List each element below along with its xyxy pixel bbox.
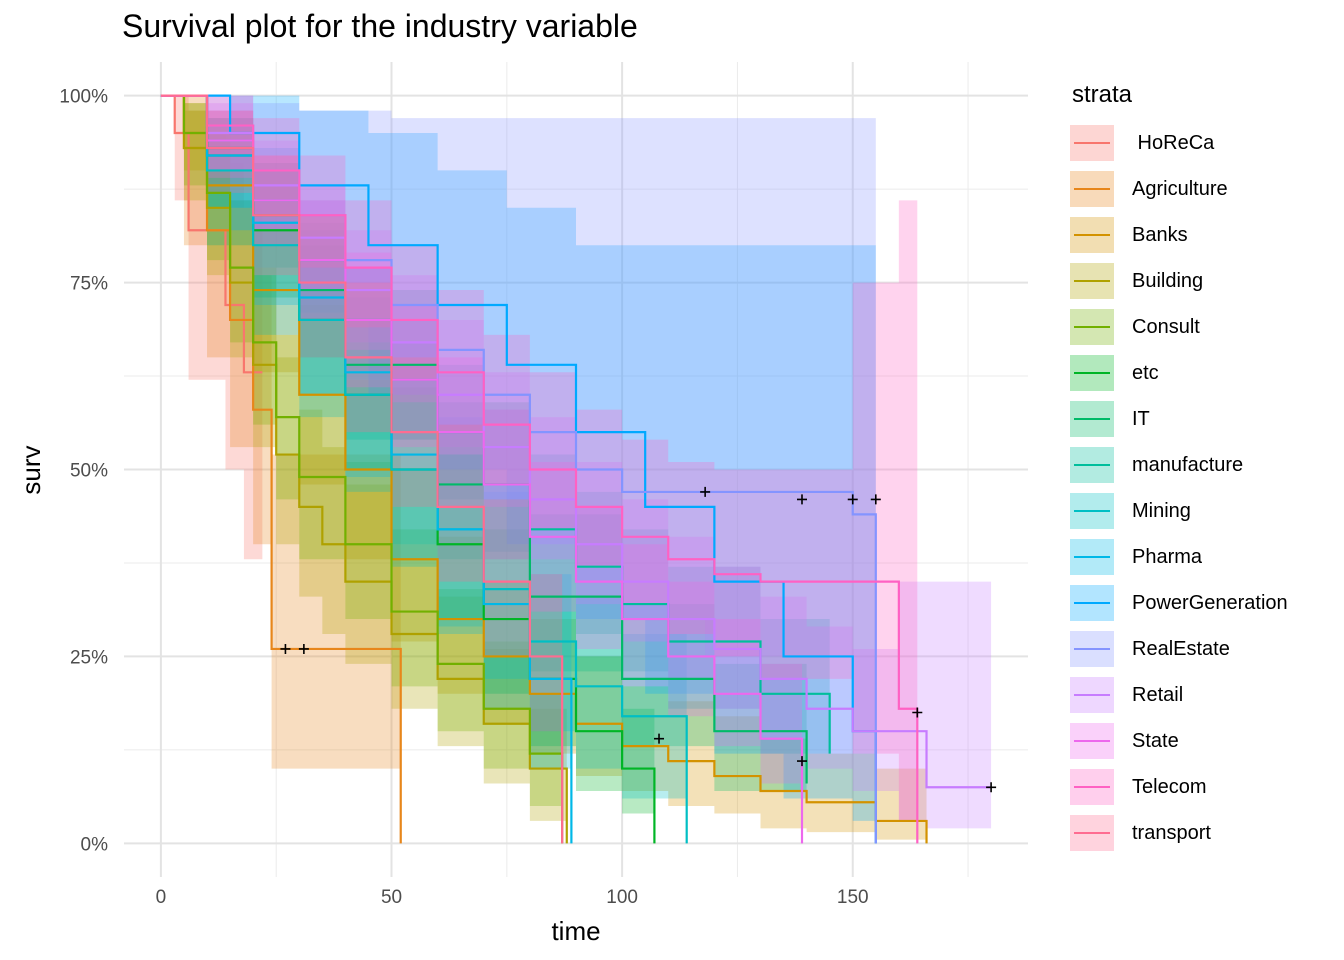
- survival-curves: [160, 94, 992, 844]
- x-tick-label: 150: [837, 887, 869, 908]
- censor-mark: [847, 494, 858, 505]
- legend-items: HoReCa Agriculture Banks Building Consult etc…: [1070, 120, 1340, 856]
- legend-key: [1070, 539, 1114, 575]
- x-axis-title: time: [551, 916, 600, 946]
- legend-label: Telecom: [1132, 775, 1207, 798]
- legend-label: HoReCa: [1132, 131, 1215, 154]
- legend-label: manufacture: [1132, 453, 1244, 476]
- legend-item-etc: etc: [1070, 350, 1340, 396]
- legend-label: Consult: [1132, 315, 1200, 338]
- legend-key: [1070, 493, 1114, 529]
- censor-mark: [986, 782, 997, 793]
- legend-label: State: [1132, 729, 1179, 752]
- censor-marks: [280, 486, 997, 793]
- y-tick-label: 100%: [59, 87, 108, 108]
- legend-key: [1070, 263, 1114, 299]
- y-tick-label: 50%: [70, 461, 108, 482]
- legend-key: [1070, 585, 1114, 621]
- y-tick-label: 0%: [81, 834, 109, 855]
- band-building: [160, 95, 567, 821]
- band-powergeneration: [160, 95, 876, 821]
- legend-label: PowerGeneration: [1132, 591, 1288, 614]
- curve-transport: [160, 94, 564, 844]
- curve-powergeneration: [160, 94, 877, 844]
- legend-key: [1070, 815, 1114, 851]
- legend-label: Agriculture: [1132, 177, 1228, 200]
- curve-telecom: [160, 94, 919, 844]
- legend-title: strata: [1072, 81, 1133, 108]
- censor-mark: [870, 494, 881, 505]
- legend-key: [1070, 309, 1114, 345]
- band-agriculture: [160, 95, 401, 769]
- legend-key: [1070, 171, 1114, 207]
- legend-item-powergeneration: PowerGeneration: [1070, 580, 1340, 626]
- censor-mark: [797, 494, 807, 505]
- legend-item-manufacture: manufacture: [1070, 442, 1340, 488]
- curve-consult: [160, 94, 564, 844]
- x-tick-label: 0: [156, 887, 167, 908]
- legend-item-telecom: Telecom: [1070, 764, 1340, 810]
- legend-key: [1070, 401, 1114, 437]
- legend-label: Pharma: [1132, 545, 1203, 568]
- legend-key: [1070, 355, 1114, 391]
- legend-key: [1070, 723, 1114, 759]
- legend-key: [1070, 217, 1114, 253]
- chart-title: Survival plot for the industry variable: [122, 8, 638, 44]
- y-axis-title: surv: [16, 445, 46, 494]
- censor-mark: [654, 733, 665, 744]
- censor-mark: [280, 643, 291, 654]
- legend-label: Building: [1132, 269, 1204, 292]
- legend-item-mining: Mining: [1070, 488, 1340, 534]
- band-consult: [160, 95, 563, 806]
- band-horeca: [160, 95, 263, 560]
- legend-key: [1070, 447, 1114, 483]
- censor-mark: [797, 756, 807, 767]
- legend-label: IT: [1132, 407, 1150, 430]
- y-tick-label: 75%: [70, 274, 108, 295]
- censor-mark: [912, 707, 923, 718]
- band-transport: [160, 95, 563, 732]
- legend-key: [1070, 125, 1114, 161]
- legend-label: etc: [1132, 361, 1159, 384]
- x-tick-label: 50: [381, 887, 402, 908]
- legend-key: [1070, 631, 1114, 667]
- legend-item-building: Building: [1070, 258, 1340, 304]
- legend-item-it: IT: [1070, 396, 1340, 442]
- legend-item-transport: transport: [1070, 810, 1340, 856]
- curve-state: [160, 94, 804, 844]
- censor-mark: [298, 643, 309, 654]
- x-tick-label: 100: [606, 887, 638, 908]
- band-mining: [160, 95, 687, 799]
- legend-key: [1070, 677, 1114, 713]
- legend-item-state: State: [1070, 718, 1340, 764]
- legend-item-agriculture: Agriculture: [1070, 166, 1340, 212]
- legend-key: [1070, 769, 1114, 805]
- legend-label: Mining: [1132, 499, 1191, 522]
- legend: strata HoReCa Agriculture Banks Building Con…: [1070, 80, 1340, 856]
- legend-label: Banks: [1132, 223, 1188, 246]
- tick-labels: 0 50 100 150 0% 25% 50% 75% 100%: [59, 87, 868, 908]
- band-realestate: [160, 95, 876, 732]
- legend-label: RealEstate: [1132, 637, 1230, 660]
- legend-item-pharma: Pharma: [1070, 534, 1340, 580]
- legend-label: Retail: [1132, 683, 1184, 706]
- band-telecom: [160, 95, 918, 821]
- legend-item-realestate: RealEstate: [1070, 626, 1340, 672]
- legend-item-horeca: HoReCa: [1070, 120, 1340, 166]
- censor-mark: [700, 486, 711, 497]
- band-pharma: [160, 95, 572, 769]
- legend-item-retail: Retail: [1070, 672, 1340, 718]
- legend-label: transport: [1132, 821, 1211, 844]
- legend-item-consult: Consult: [1070, 304, 1340, 350]
- y-tick-label: 25%: [70, 647, 108, 668]
- legend-item-banks: Banks: [1070, 212, 1340, 258]
- band-state: [160, 95, 803, 784]
